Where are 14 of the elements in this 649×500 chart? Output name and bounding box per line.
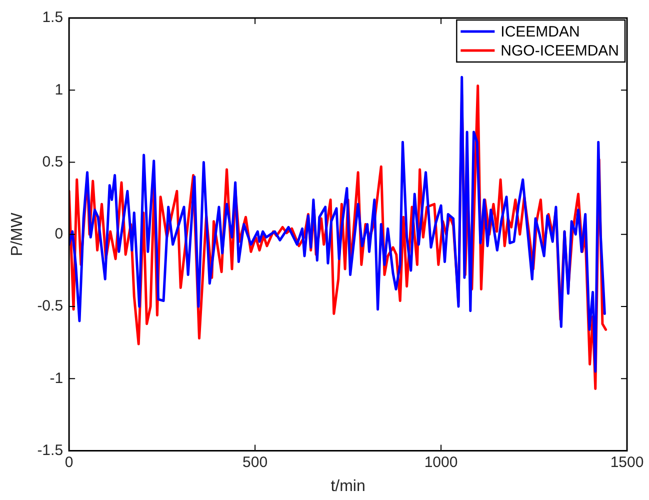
x-axis-title: t/min <box>330 478 366 495</box>
x-tick-label: 1000 <box>424 454 458 471</box>
y-axis-title: P/MW <box>9 212 26 256</box>
y-tick-label: 0.5 <box>42 153 64 170</box>
y-tick-label: 1.5 <box>42 9 64 26</box>
y-tick-label: 1 <box>54 81 64 98</box>
y-tick-label: 0 <box>54 226 64 243</box>
x-tick-label: 500 <box>242 454 268 471</box>
y-tick-label: -1 <box>50 370 64 387</box>
x-tick-label: 1500 <box>610 454 644 471</box>
legend-label: NGO-ICEEMDAN <box>500 42 620 60</box>
y-tick-label: -0.5 <box>37 298 64 315</box>
y-tick-label: -1.5 <box>37 442 64 459</box>
legend-label: ICEEMDAN <box>500 24 580 41</box>
